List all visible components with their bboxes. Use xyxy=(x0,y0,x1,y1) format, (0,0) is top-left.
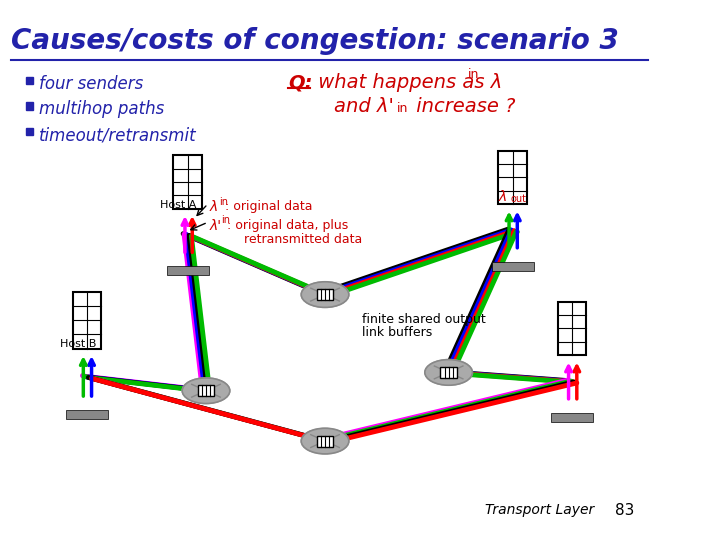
Text: 83: 83 xyxy=(616,503,634,518)
Bar xyxy=(492,261,534,271)
Text: : original data, plus: : original data, plus xyxy=(227,219,348,232)
Text: Host A: Host A xyxy=(161,200,197,210)
Text: out: out xyxy=(511,194,527,204)
Text: retransmitted data: retransmitted data xyxy=(245,233,363,246)
Bar xyxy=(317,289,333,300)
Text: in: in xyxy=(219,197,228,207)
Text: in: in xyxy=(220,215,230,225)
Text: increase ?: increase ? xyxy=(410,97,516,116)
Bar xyxy=(552,413,593,422)
Bar xyxy=(498,151,527,204)
Text: link buffers: link buffers xyxy=(361,326,432,339)
Text: Host B: Host B xyxy=(60,339,96,348)
Bar xyxy=(26,102,33,110)
Text: timeout/retransmit: timeout/retransmit xyxy=(40,126,197,144)
Text: λ': λ' xyxy=(210,219,222,233)
Text: what happens as λ: what happens as λ xyxy=(312,73,503,92)
Text: λ: λ xyxy=(210,200,218,214)
Text: : original data: : original data xyxy=(225,200,312,213)
Bar xyxy=(198,385,215,396)
Text: four senders: four senders xyxy=(40,75,143,93)
Text: and λ': and λ' xyxy=(334,97,394,116)
Text: finite shared output: finite shared output xyxy=(361,313,485,326)
Text: Transport Layer: Transport Layer xyxy=(485,503,595,517)
Bar xyxy=(559,302,586,355)
Ellipse shape xyxy=(301,282,348,307)
Text: Causes/costs of congestion: scenario 3: Causes/costs of congestion: scenario 3 xyxy=(11,27,618,55)
Text: in: in xyxy=(468,69,480,82)
Ellipse shape xyxy=(425,360,472,385)
Bar xyxy=(26,128,33,136)
Bar xyxy=(66,410,108,419)
Bar xyxy=(73,292,101,349)
Bar xyxy=(166,266,209,275)
Text: multihop paths: multihop paths xyxy=(40,100,165,118)
Bar xyxy=(317,436,333,447)
Bar xyxy=(26,77,33,84)
Text: Q:: Q: xyxy=(289,73,312,92)
Bar xyxy=(441,367,457,378)
Bar xyxy=(173,156,202,208)
Text: in: in xyxy=(397,102,408,116)
Ellipse shape xyxy=(301,428,348,454)
Ellipse shape xyxy=(182,378,230,403)
Text: λ: λ xyxy=(499,190,507,204)
